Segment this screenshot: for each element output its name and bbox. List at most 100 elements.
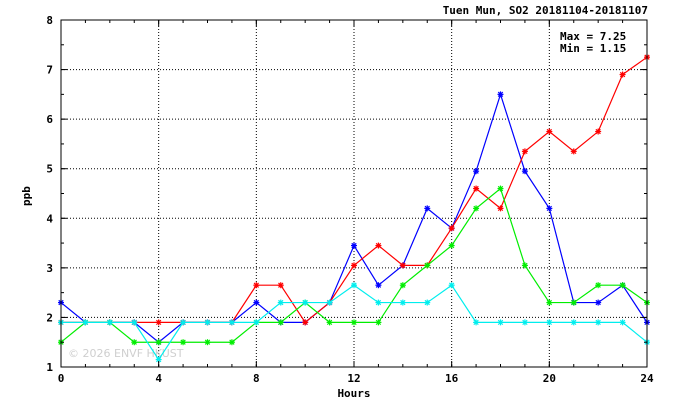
- marker-stroke: [448, 282, 455, 288]
- data-point: [570, 319, 577, 326]
- data-point: [253, 282, 260, 289]
- marker-stroke: [375, 319, 382, 326]
- data-point: [399, 262, 406, 269]
- data-point: [351, 242, 357, 249]
- y-tick-label: 1: [46, 361, 53, 374]
- y-tick-label: 5: [46, 163, 53, 176]
- y-tick-label: 7: [46, 64, 53, 77]
- marker-stroke: [473, 205, 479, 212]
- data-point: [473, 185, 480, 192]
- data-point: [180, 319, 187, 326]
- marker-stroke: [473, 168, 479, 174]
- y-tick-label: 2: [46, 311, 53, 324]
- x-tick-label: 12: [347, 372, 360, 385]
- marker-stroke: [375, 299, 382, 306]
- marker-stroke: [131, 319, 137, 326]
- marker-stroke: [351, 262, 357, 269]
- data-point: [155, 319, 162, 326]
- marker-stroke: [522, 262, 528, 269]
- data-point: [448, 225, 455, 232]
- marker-stroke: [546, 205, 553, 212]
- y-tick-label: 3: [46, 262, 53, 275]
- x-tick-label: 24: [640, 372, 654, 385]
- data-point: [473, 319, 480, 326]
- data-point: [497, 205, 504, 212]
- data-point: [619, 319, 626, 326]
- marker-stroke: [155, 319, 162, 326]
- marker-stroke: [473, 185, 479, 192]
- x-tick-label: 8: [253, 372, 260, 385]
- marker-stroke: [595, 299, 601, 306]
- marker-stroke: [351, 319, 357, 326]
- marker-stroke: [497, 91, 504, 98]
- marker-stroke: [204, 319, 211, 326]
- data-point: [277, 282, 284, 289]
- marker-stroke: [546, 319, 553, 326]
- marker-stroke: [107, 319, 113, 326]
- marker-stroke: [326, 299, 333, 306]
- y-tick-label: 6: [46, 113, 53, 126]
- marker-stroke: [522, 148, 528, 155]
- marker-stroke: [155, 339, 162, 345]
- data-point: [424, 262, 431, 269]
- marker-stroke: [619, 282, 626, 288]
- data-point: [277, 319, 284, 326]
- marker-stroke: [497, 185, 504, 192]
- marker-stroke: [497, 319, 504, 326]
- marker-stroke: [302, 319, 308, 326]
- data-point: [473, 168, 480, 175]
- data-point: [497, 319, 504, 326]
- marker-stroke: [375, 282, 382, 288]
- data-point: [424, 299, 431, 306]
- data-point: [253, 319, 260, 326]
- marker-stroke: [424, 262, 430, 269]
- marker-stroke: [619, 71, 626, 78]
- x-tick-label: 20: [543, 372, 556, 385]
- data-point: [277, 299, 284, 306]
- data-point: [131, 319, 138, 326]
- data-point: [302, 299, 309, 306]
- watermark: © 2026 ENVF HKUST: [68, 347, 184, 360]
- marker-stroke: [229, 339, 235, 345]
- marker-stroke: [571, 319, 577, 326]
- marker-stroke: [424, 205, 430, 212]
- marker-stroke: [155, 356, 162, 363]
- marker-stroke: [229, 319, 235, 326]
- data-point: [546, 205, 553, 212]
- data-point: [399, 299, 406, 306]
- x-tick-label: 16: [445, 372, 459, 385]
- marker-stroke: [302, 299, 308, 306]
- marker-stroke: [131, 339, 137, 345]
- data-point: [204, 319, 211, 326]
- data-point: [155, 339, 162, 346]
- series-group: [58, 54, 650, 363]
- marker-stroke: [278, 282, 284, 288]
- marker-stroke: [546, 299, 553, 306]
- data-point: [351, 319, 357, 326]
- marker-stroke: [424, 299, 430, 306]
- data-point: [595, 128, 602, 135]
- x-tick-label: 4: [155, 372, 162, 385]
- data-point: [351, 282, 357, 289]
- marker-stroke: [180, 339, 186, 345]
- data-point: [253, 299, 260, 306]
- data-point: [546, 299, 553, 306]
- marker-stroke: [595, 282, 601, 288]
- y-tick-label: 4: [46, 212, 53, 225]
- data-point: [326, 319, 333, 326]
- marker-stroke: [253, 282, 260, 288]
- marker-stroke: [326, 319, 333, 326]
- annotation-max: Max = 7.25: [560, 30, 626, 43]
- data-point: [448, 242, 455, 249]
- data-point: [473, 205, 480, 212]
- data-point: [497, 91, 504, 98]
- data-point: [375, 282, 382, 289]
- marker-stroke: [522, 319, 528, 326]
- marker-stroke: [571, 299, 577, 306]
- marker-stroke: [448, 242, 455, 249]
- data-point: [228, 339, 235, 346]
- marker-stroke: [351, 242, 357, 249]
